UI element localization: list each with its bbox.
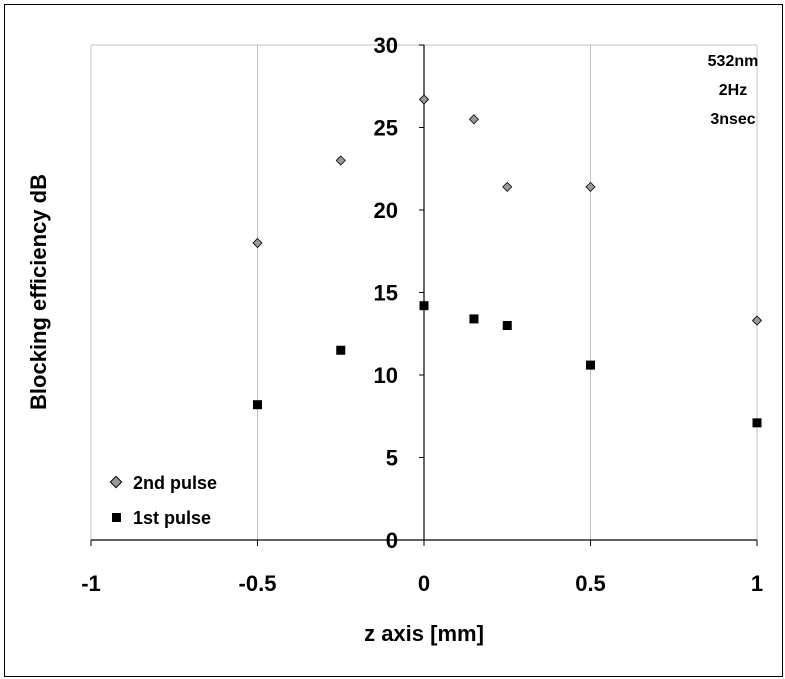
y-tick-label: 30 [374,33,398,58]
x-tick-label: 0 [418,571,430,596]
legend-marker-1st-pulse [112,513,121,522]
x-tick-label: 0.5 [575,571,606,596]
point-1st-pulse [502,321,512,330]
x-tick-label: -1 [81,571,101,596]
y-tick-label: 0 [386,528,398,553]
y-tick-label: 15 [374,281,398,306]
point-1st-pulse [752,418,762,428]
point-2nd-pulse [418,94,430,105]
point-1st-pulse [336,345,346,355]
annotation-pulse-duration: 3nsec [710,111,755,128]
x-tick-label: 1 [751,571,763,596]
point-2nd-pulse [468,114,480,125]
y-axis-title: Blocking efficiency dB [26,174,51,410]
y-tick-label: 5 [386,446,398,471]
point-1st-pulse [469,314,479,324]
legend-marker-2nd-pulse [109,475,123,489]
data-points [252,94,763,428]
x-tick-label: -0.5 [239,571,277,596]
point-2nd-pulse [585,181,596,192]
point-2nd-pulse [502,181,513,192]
y-tick-label: 25 [374,116,398,141]
point-2nd-pulse [751,315,763,326]
chart-frame [4,4,783,677]
legend-label-1st-pulse: 1st pulse [133,508,211,528]
point-1st-pulse [586,360,595,370]
annotation-wavelength: 532nm [708,53,759,70]
annotation-frequency: 2Hz [719,82,747,99]
y-tick-label: 10 [374,363,398,388]
point-1st-pulse [419,301,429,311]
point-1st-pulse [253,400,262,410]
legend-label-2nd-pulse: 2nd pulse [133,473,217,493]
x-axis-title: z axis [mm] [364,621,484,646]
legend: 2nd pulse 1st pulse [109,473,217,528]
axes [90,44,758,546]
y-tick-label: 20 [374,198,398,223]
point-2nd-pulse [335,155,346,166]
point-2nd-pulse [252,237,263,249]
